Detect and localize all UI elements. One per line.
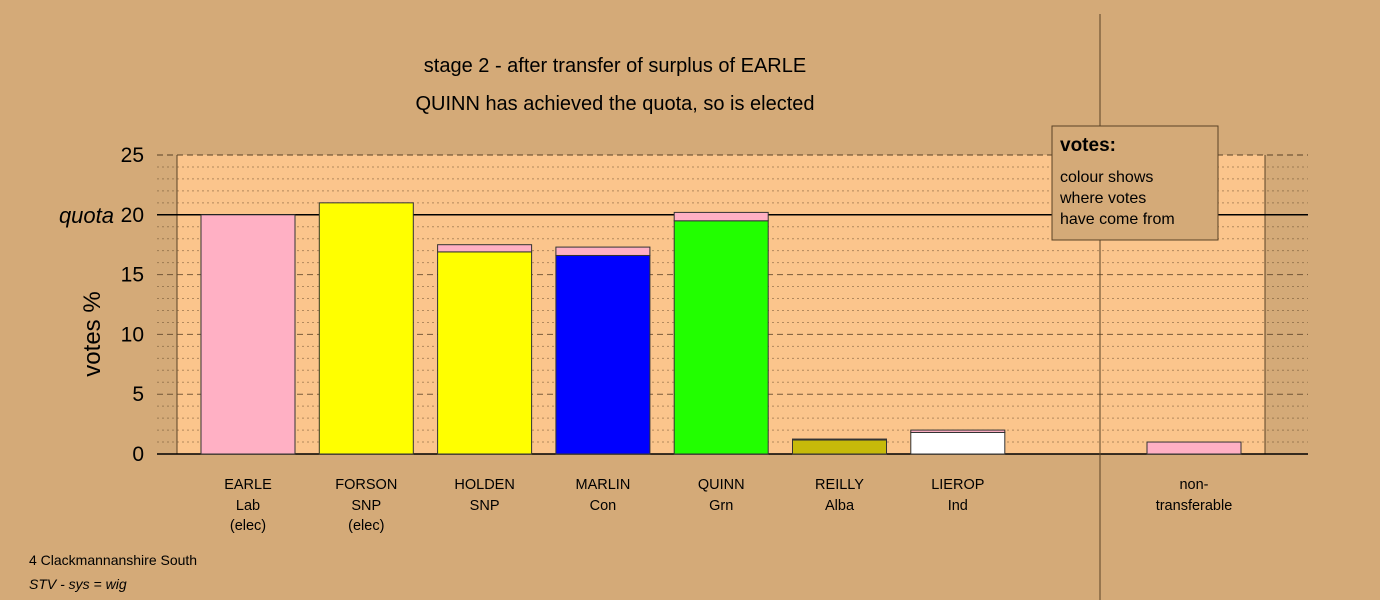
y-tick-label: 25: [121, 144, 144, 167]
x-tick-label-party: Alba: [825, 498, 855, 514]
legend: votes: colour shows where votes have com…: [1051, 125, 1219, 241]
bar-lierop-segment-lab: [910, 429, 1006, 433]
x-tick-label-note: (elec): [348, 518, 384, 534]
system-label: STV - sys = wig: [29, 576, 127, 592]
bar-quinn-segment-grn: [673, 220, 769, 455]
legend-line: have come from: [1060, 211, 1175, 228]
bar-lierop-segment-ind: [910, 431, 1006, 455]
x-tick-label-nontransferable: non-: [1179, 477, 1208, 493]
bar-holden-segment-lab: [437, 244, 533, 253]
bar-reilly-segment-lab: [792, 438, 887, 441]
x-axis-labels: EARLE Lab (elec) FORSON SNP (elec) HOLDEN SNP MA…: [224, 477, 1232, 534]
bar-forson-segment-snp: [318, 202, 414, 455]
bar-nontransferable-segment-lab: [1146, 441, 1242, 455]
bar-holden-segment-snp: [437, 251, 533, 455]
x-tick-label-name: LIEROP: [931, 477, 984, 493]
ward-label: 4 Clackmannanshire South: [29, 552, 198, 568]
chart-subtitle: QUINN has achieved the quota, so is elec…: [415, 93, 814, 115]
x-tick-label-party: SNP: [470, 498, 500, 514]
y-axis: 0 5 10 15 20 25: [121, 144, 144, 466]
bar-marlin-segment-con: [555, 254, 651, 455]
bars-group: [200, 202, 1242, 455]
y-tick-label: 5: [132, 383, 144, 406]
legend-title: votes:: [1060, 135, 1116, 156]
bar-earle-segment-lab: [200, 214, 296, 455]
legend-line: where votes: [1059, 190, 1146, 207]
x-tick-label-name: HOLDEN: [454, 477, 514, 493]
chart-title: stage 2 - after transfer of surplus of E…: [424, 55, 806, 77]
x-tick-label-name: FORSON: [335, 477, 397, 493]
x-tick-label-party: Lab: [236, 498, 260, 514]
bar-marlin-segment-lab: [555, 246, 651, 256]
x-tick-label-name: EARLE: [224, 477, 272, 493]
x-tick-label-name: REILLY: [815, 477, 864, 493]
y-axis-label: votes %: [79, 291, 106, 376]
legend-box: [1051, 125, 1219, 241]
x-tick-label-nontransferable: transferable: [1156, 498, 1233, 514]
bar-quinn-segment-lab: [673, 211, 769, 222]
x-tick-label-party: SNP: [351, 498, 381, 514]
x-tick-label-name: MARLIN: [576, 477, 631, 493]
x-tick-label-note: (elec): [230, 518, 266, 534]
y-tick-label: 20: [121, 204, 144, 227]
x-tick-label-party: Grn: [709, 498, 733, 514]
x-tick-label-party: Con: [590, 498, 617, 514]
x-tick-label-name: QUINN: [698, 477, 745, 493]
y-tick-label: 0: [132, 443, 144, 466]
y-tick-label: 10: [121, 323, 144, 346]
bar-reilly-segment-alba: [792, 439, 887, 455]
y-tick-label: 15: [121, 264, 144, 287]
legend-line: colour shows: [1060, 169, 1153, 186]
quota-label: quota: [59, 203, 114, 228]
x-tick-label-party: Ind: [948, 498, 968, 514]
